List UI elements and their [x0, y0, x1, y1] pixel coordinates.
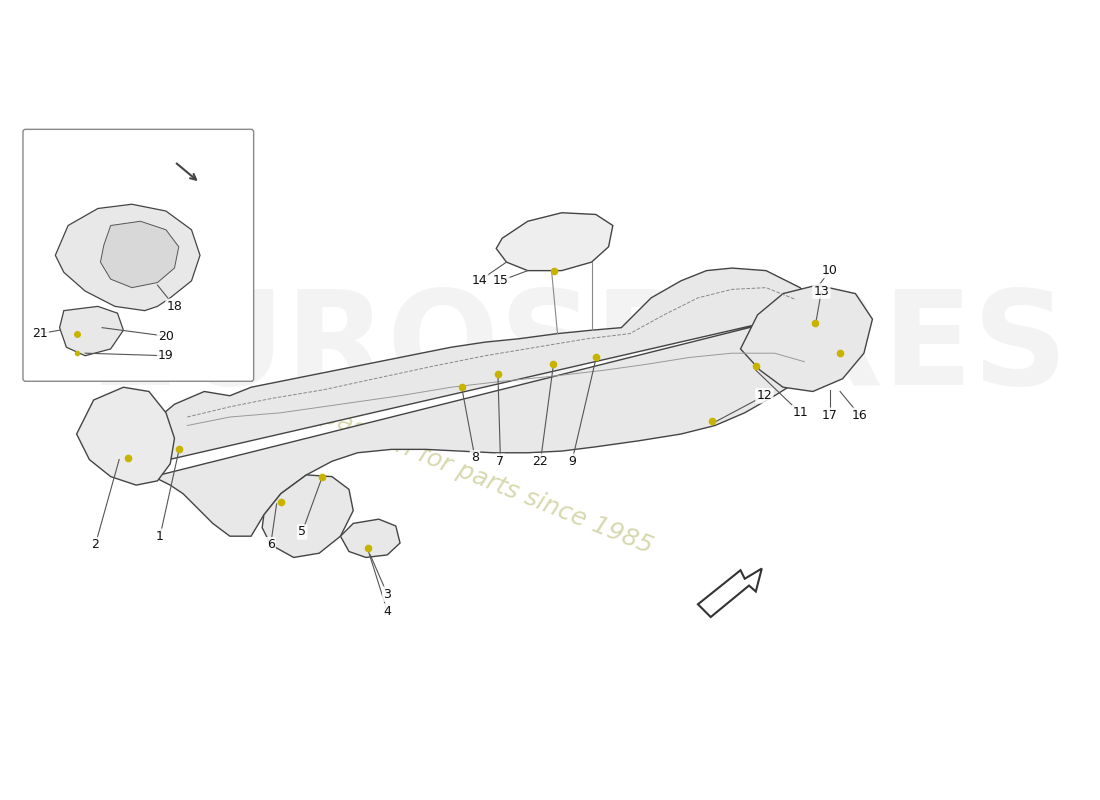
Text: 5: 5 — [298, 526, 306, 538]
Polygon shape — [341, 519, 400, 558]
Polygon shape — [59, 306, 123, 356]
Text: 6: 6 — [266, 538, 275, 551]
Text: 1: 1 — [156, 530, 164, 542]
Text: EUROSPARES: EUROSPARES — [89, 286, 1069, 413]
Text: 3: 3 — [383, 587, 392, 601]
Polygon shape — [77, 387, 175, 485]
Polygon shape — [698, 569, 762, 617]
Text: 2: 2 — [91, 538, 99, 551]
Text: a passion for parts since 1985: a passion for parts since 1985 — [297, 394, 657, 558]
Text: 9: 9 — [568, 454, 576, 468]
Text: 20: 20 — [158, 330, 174, 342]
Text: 7: 7 — [496, 454, 505, 468]
Text: 15: 15 — [493, 274, 508, 287]
Polygon shape — [740, 285, 872, 391]
Polygon shape — [55, 204, 200, 310]
Text: 10: 10 — [822, 264, 838, 277]
FancyBboxPatch shape — [23, 130, 254, 382]
Polygon shape — [262, 475, 353, 558]
Text: 21: 21 — [32, 327, 48, 340]
Polygon shape — [100, 222, 178, 288]
Text: 4: 4 — [383, 605, 392, 618]
Text: 8: 8 — [471, 451, 478, 464]
Text: 16: 16 — [851, 409, 868, 422]
Text: 18: 18 — [166, 300, 183, 313]
Text: 12: 12 — [757, 390, 772, 402]
Text: 11: 11 — [792, 406, 808, 419]
Text: 19: 19 — [158, 350, 174, 362]
Text: 14: 14 — [471, 274, 487, 287]
Polygon shape — [132, 268, 826, 536]
Text: 22: 22 — [532, 454, 549, 468]
Text: 17: 17 — [822, 409, 838, 422]
Text: 13: 13 — [814, 285, 829, 298]
Polygon shape — [496, 213, 613, 270]
